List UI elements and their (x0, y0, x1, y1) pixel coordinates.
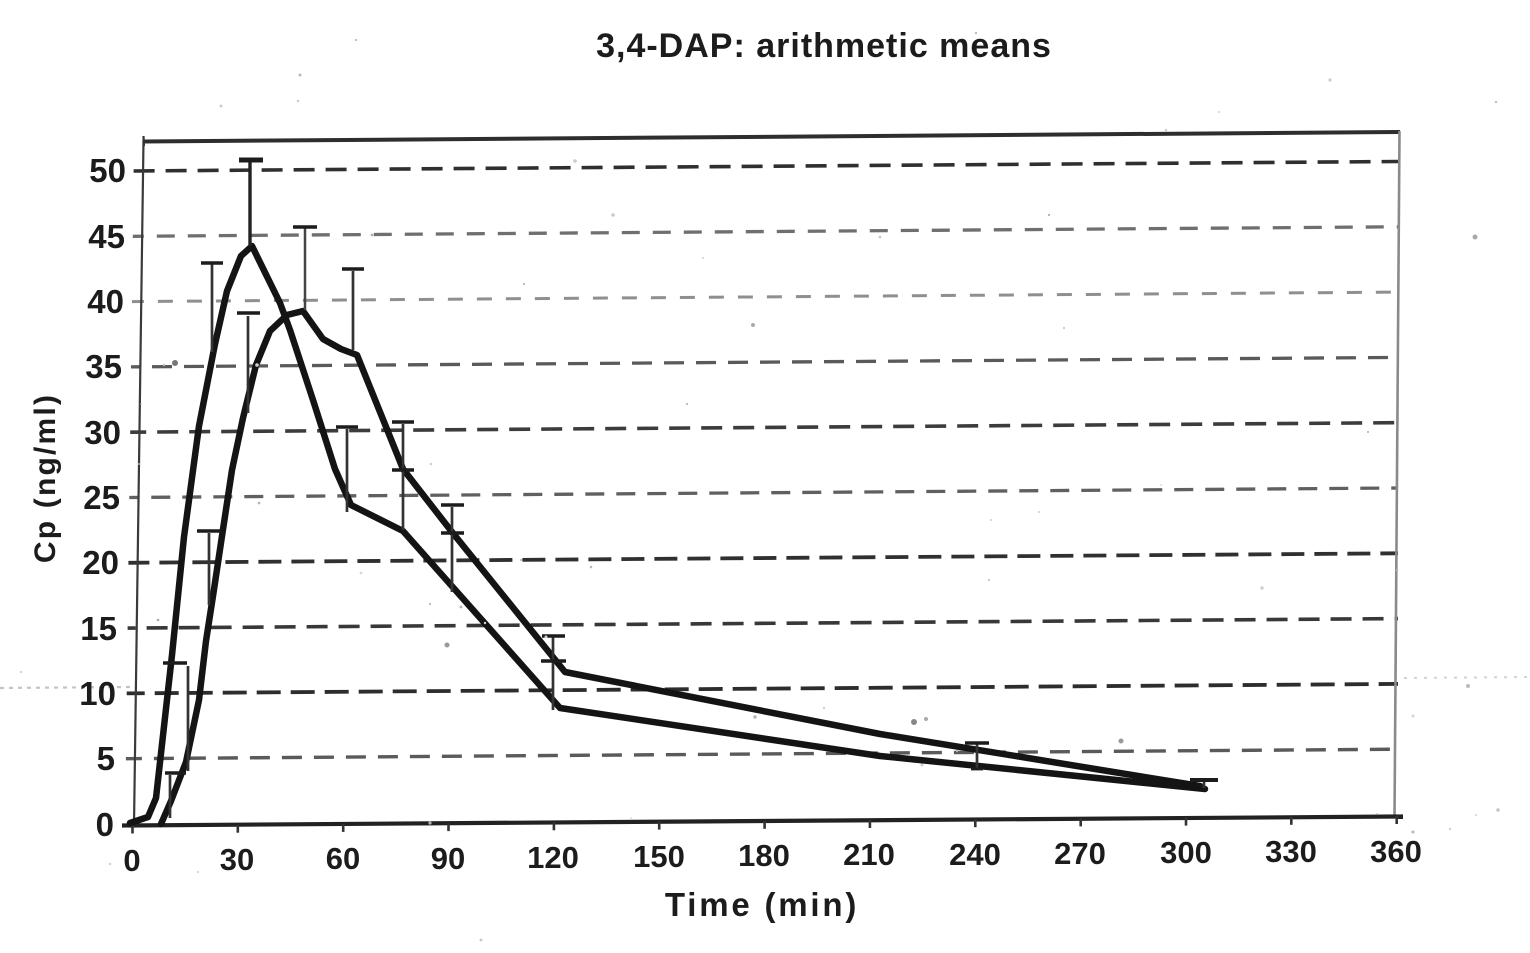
svg-text:30: 30 (84, 414, 121, 451)
svg-text:0: 0 (96, 806, 114, 843)
svg-text:45: 45 (88, 218, 125, 255)
svg-text:300: 300 (1160, 835, 1212, 870)
svg-text:270: 270 (1054, 836, 1106, 871)
svg-text:30: 30 (220, 842, 254, 877)
svg-text:120: 120 (527, 840, 579, 875)
svg-text:330: 330 (1265, 834, 1317, 869)
svg-text:20: 20 (82, 544, 119, 581)
svg-text:Time (min): Time (min) (665, 886, 859, 923)
svg-text:10: 10 (79, 675, 116, 712)
svg-text:360: 360 (1370, 834, 1422, 869)
svg-text:180: 180 (738, 838, 790, 873)
svg-text:Cp (ng/ml): Cp (ng/ml) (29, 393, 62, 563)
svg-text:60: 60 (326, 841, 360, 876)
svg-text:40: 40 (87, 283, 124, 320)
svg-text:35: 35 (85, 348, 122, 385)
svg-text:50: 50 (89, 152, 126, 189)
svg-text:240: 240 (949, 837, 1001, 872)
svg-text:15: 15 (80, 610, 117, 647)
svg-text:3,4-DAP: arithmetic means: 3,4-DAP: arithmetic means (596, 27, 1052, 65)
svg-text:90: 90 (431, 841, 465, 876)
svg-text:5: 5 (97, 740, 115, 777)
svg-text:210: 210 (843, 837, 895, 872)
svg-text:150: 150 (633, 839, 685, 874)
svg-text:0: 0 (123, 843, 140, 878)
svg-text:25: 25 (83, 479, 120, 516)
